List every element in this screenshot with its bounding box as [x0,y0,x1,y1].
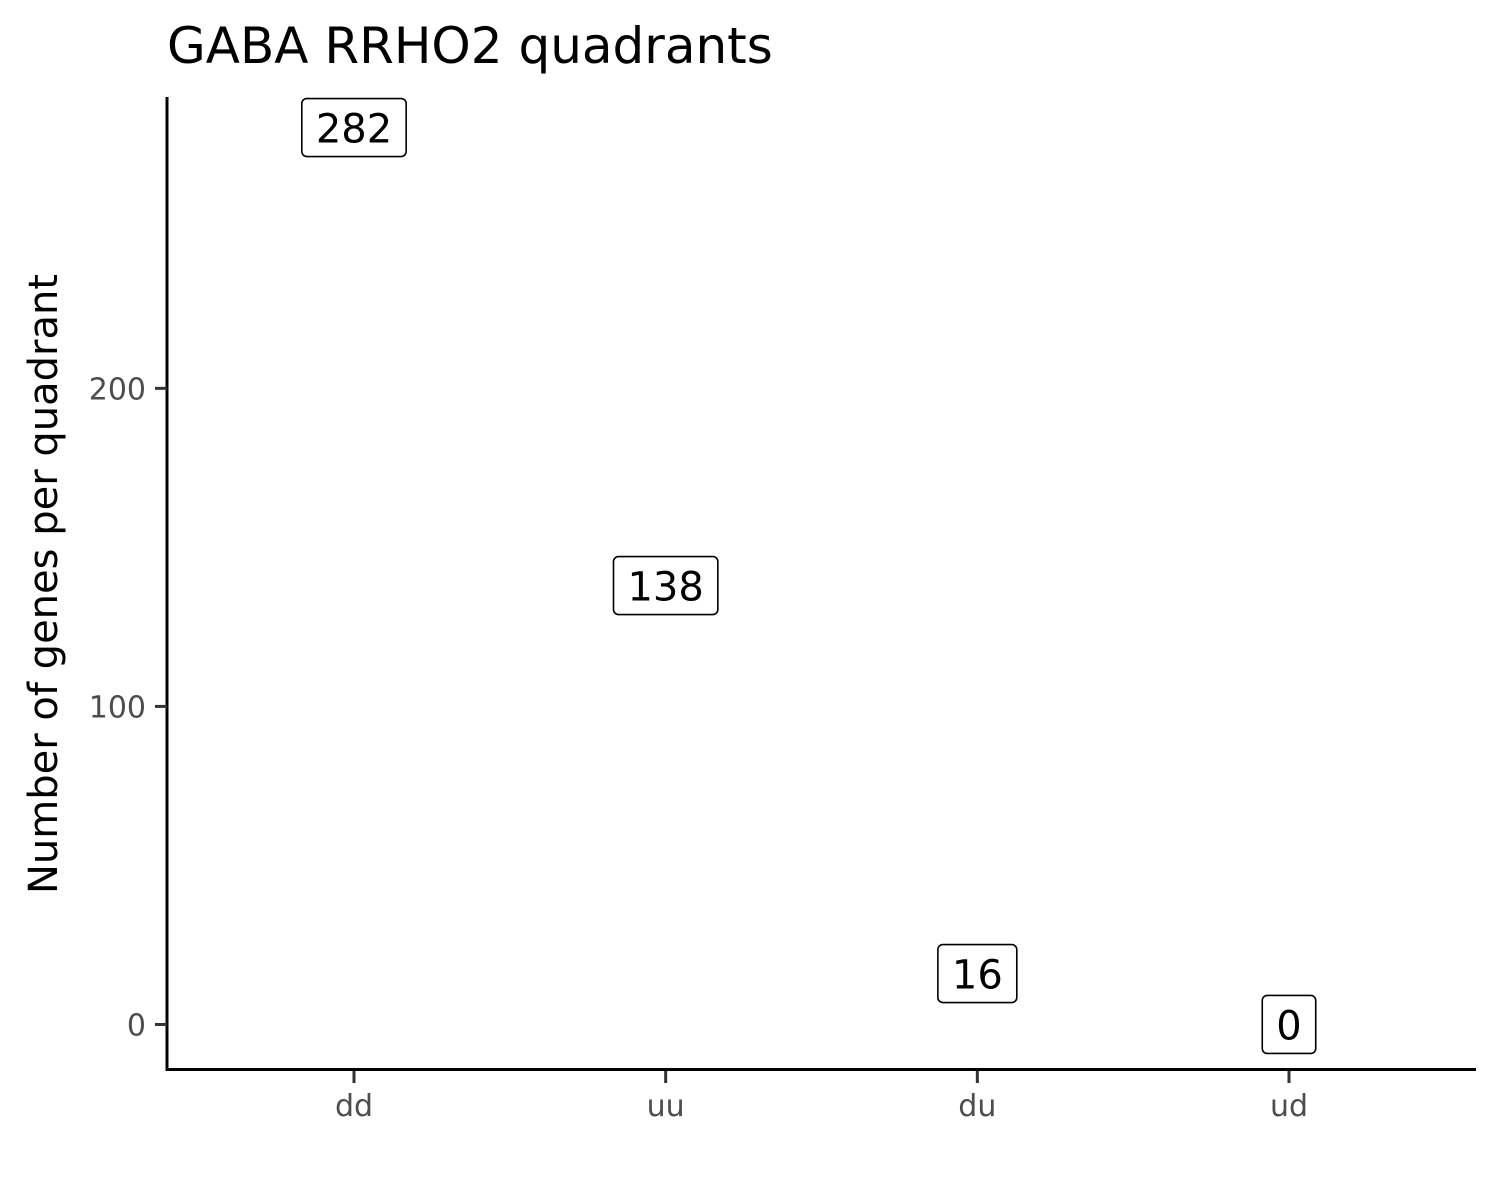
y-tick-label: 100 [89,690,146,725]
x-tick-label: ud [1270,1089,1308,1124]
chart-title: GABA RRHO2 quadrants [167,17,773,75]
y-tick-label: 0 [127,1008,146,1043]
data-label-text: 138 [627,565,703,611]
y-axis-title: Number of genes per quadrant [21,274,67,894]
data-label-text: 16 [952,953,1003,999]
data-label-box [1261,994,1317,1055]
data-label-box [612,555,719,616]
x-ticks: dd uu du ud [335,1071,1308,1124]
data-label-text: 282 [316,107,392,153]
x-tick-label: du [958,1089,996,1124]
data-label-box [301,97,407,158]
x-tick-label: dd [335,1089,373,1124]
data-label: 282 [301,97,407,158]
y-ticks: 0 100 200 [89,372,167,1043]
data-label-box [937,943,1018,1004]
data-label-text: 0 [1276,1003,1301,1049]
data-label: 16 [937,943,1018,1004]
data-labels: 282 138 16 0 [301,97,1317,1055]
data-label: 138 [612,555,719,616]
y-tick-label: 200 [89,372,146,407]
x-tick-label: uu [647,1089,685,1124]
data-label: 0 [1261,994,1317,1055]
